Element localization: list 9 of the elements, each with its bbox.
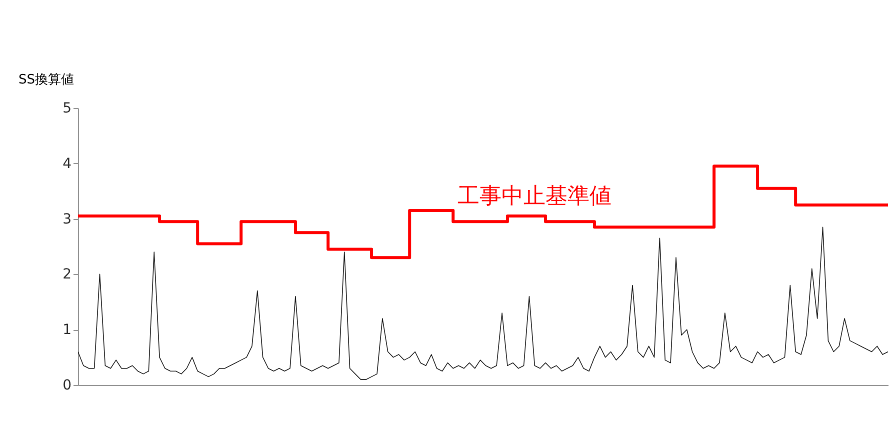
- y-axis-title: SS換算値: [18, 72, 74, 88]
- y-tick-label: 5: [62, 100, 72, 116]
- y-tick-label: 0: [62, 378, 72, 394]
- y-tick-label: 2: [62, 266, 72, 283]
- y-tick-label: 1: [62, 322, 72, 338]
- y-tick-label: 4: [62, 156, 72, 172]
- line-series: [78, 226, 888, 380]
- y-tick-label: 3: [62, 211, 72, 228]
- series-label: 工事中止基準値: [458, 184, 612, 210]
